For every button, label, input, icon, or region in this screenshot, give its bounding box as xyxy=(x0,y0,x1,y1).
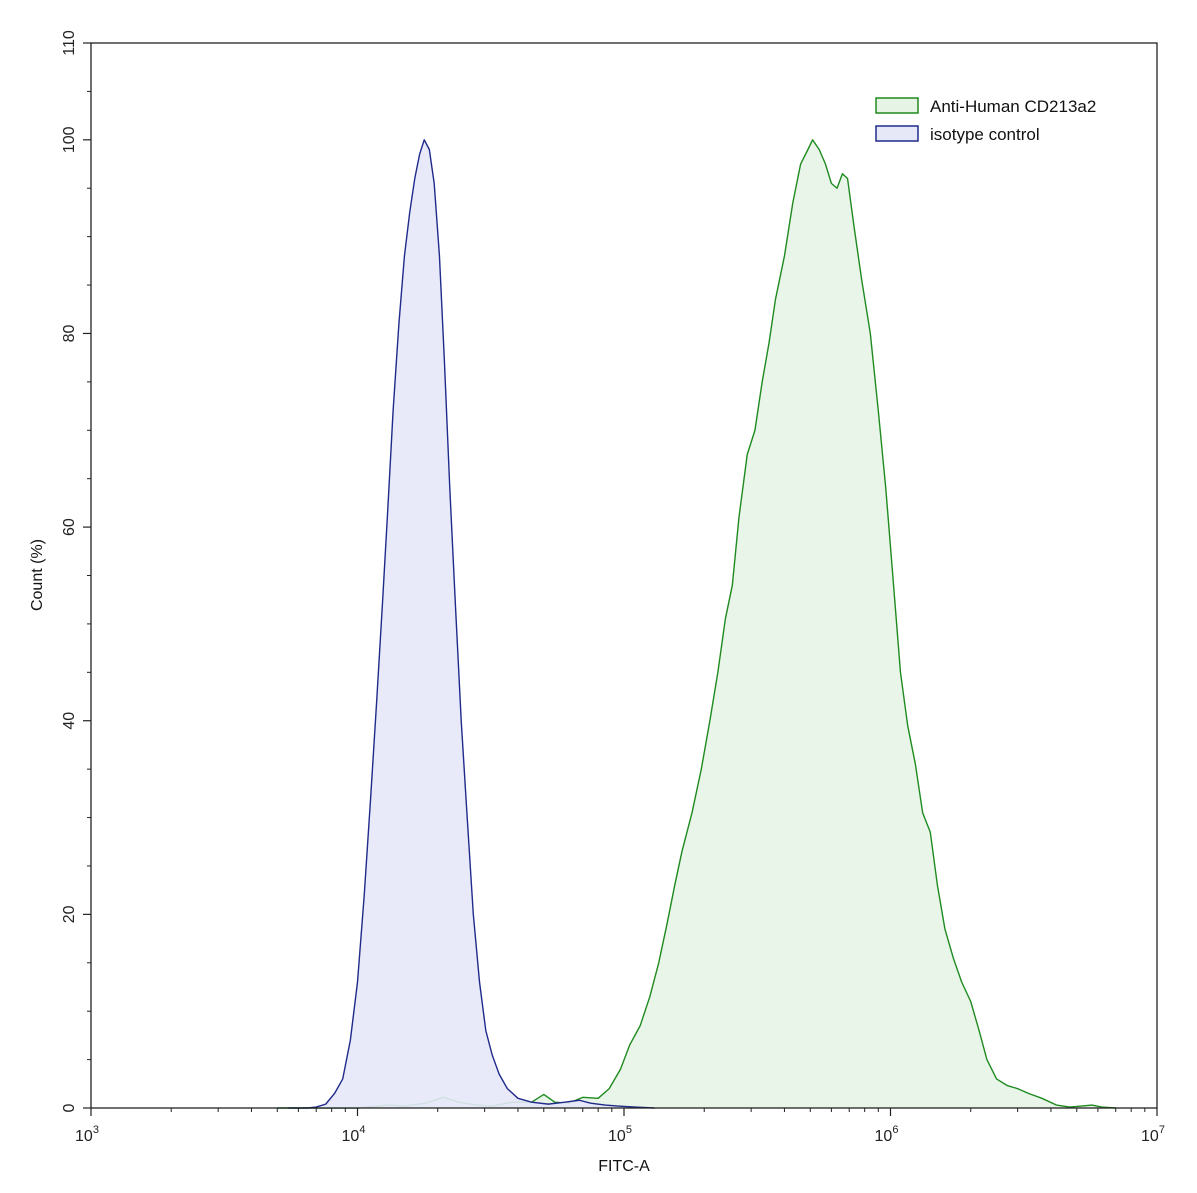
series-0-area xyxy=(277,139,1116,1108)
x-tick-label: 107 xyxy=(1141,1124,1165,1145)
y-tick-label: 0 xyxy=(61,1103,78,1112)
x-tick-label: 106 xyxy=(875,1124,899,1145)
series-layer xyxy=(277,139,1116,1109)
x-tick-label: 103 xyxy=(75,1124,99,1145)
y-tick-label: 20 xyxy=(61,905,78,923)
series-1-line xyxy=(288,139,655,1109)
y-tick-label: 60 xyxy=(61,518,78,536)
legend-swatch-0 xyxy=(875,97,919,114)
y-axis-title: Count (%) xyxy=(29,539,46,611)
y-axis: 0 20 40 60 80 100 110 xyxy=(61,30,91,1112)
x-axis-title: FITC-A xyxy=(598,1158,650,1175)
x-axis: 103 104 105 106 107 xyxy=(75,1108,1165,1145)
legend-label-0: Anti-Human CD213a2 xyxy=(930,97,1096,116)
x-tick-label: 105 xyxy=(608,1124,632,1145)
legend-label-1: isotype control xyxy=(930,125,1040,144)
y-tick-label: 110 xyxy=(61,30,78,56)
x-tick-label: 104 xyxy=(342,1124,366,1145)
series-1-area xyxy=(288,139,655,1108)
legend: Anti-Human CD213a2 isotype control xyxy=(875,97,1096,144)
y-tick-label: 80 xyxy=(61,324,78,342)
y-tick-label: 100 xyxy=(61,126,78,153)
legend-swatch-1 xyxy=(875,125,919,142)
y-tick-label: 40 xyxy=(61,712,78,730)
plot-area-frame xyxy=(90,42,1158,1109)
